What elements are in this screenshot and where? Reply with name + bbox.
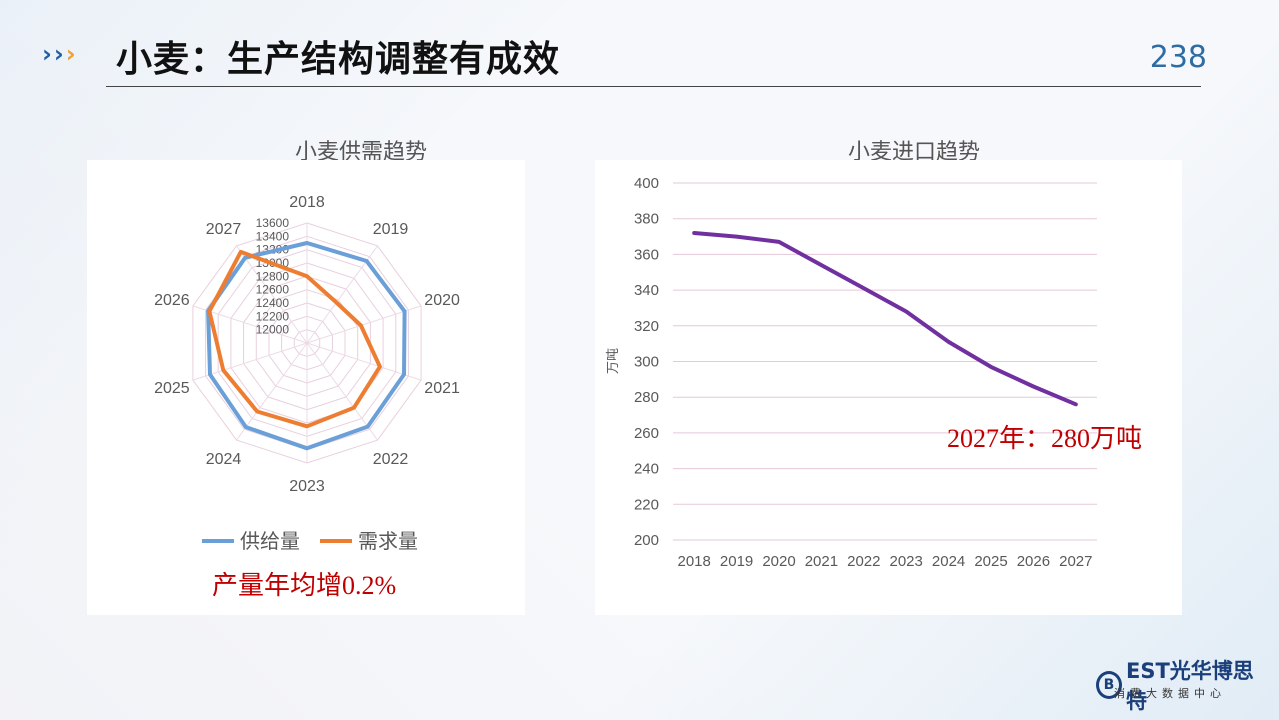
radar-category-label: 2021 (424, 380, 460, 397)
radar-chart-panel: 12000 12200 12400 12600 12800 13000 13200 13400… (87, 160, 525, 615)
logo-e-icon: B (1096, 671, 1122, 699)
logo-subtitle: 消费大数据中心 (1114, 687, 1226, 700)
radar-spoke (192, 305, 308, 344)
page-number: 238 (1149, 40, 1207, 75)
y-tick-label: 280 (634, 389, 659, 406)
legend-label: 供给量 (240, 530, 300, 553)
header-divider (106, 86, 1201, 87)
radar-category-label: 2027 (206, 221, 242, 238)
radar-chart: 1200012200124001260012800130001320013400… (154, 194, 460, 553)
y-tick-label: 400 (634, 175, 659, 192)
y-axis-label: 万吨 (605, 348, 620, 374)
radar-tick-label: 13600 (256, 216, 290, 230)
x-tick-label: 2018 (678, 553, 711, 570)
radar-spoke (306, 305, 422, 344)
y-tick-label: 200 (634, 532, 659, 549)
line-chart-panel: 200 220 240 260 280 300 320 340 360 380 400 2018 201… (595, 160, 1182, 615)
slide-header: › › › 小麦：生产结构调整有成效 238 (0, 0, 1279, 92)
x-tick-label: 2022 (847, 553, 880, 570)
chevron-right-icon: › (65, 40, 76, 68)
y-tick-label: 380 (634, 211, 659, 228)
x-tick-label: 2027 (1059, 553, 1092, 570)
page-title: 小麦：生产结构调整有成效 (116, 39, 561, 80)
x-tick-label: 2019 (720, 553, 753, 570)
legend-label: 需求量 (358, 530, 418, 553)
y-tick-label: 260 (634, 425, 659, 442)
radar-tick-label: 12800 (256, 269, 290, 283)
x-tick-label: 2023 (890, 553, 923, 570)
import-series-line (692, 231, 1078, 407)
chevron-right-icon: › (53, 40, 64, 68)
x-tick-label: 2026 (1017, 553, 1050, 570)
x-tick-label: 2025 (974, 553, 1007, 570)
radar-tick-label: 13400 (256, 229, 290, 243)
logo-text: EST光华博思特 (1125, 659, 1254, 713)
y-tick-label: 300 (634, 354, 659, 371)
radar-category-label: 2023 (289, 478, 325, 495)
radar-category-label: 2022 (373, 451, 409, 468)
y-tick-label: 340 (634, 282, 659, 299)
y-tick-label: 220 (634, 496, 659, 513)
x-tick-label: 2021 (805, 553, 838, 570)
y-tick-label: 360 (634, 246, 659, 263)
logo-mark: B EST光华博思特 (1096, 655, 1261, 715)
x-tick-label: 2020 (762, 553, 795, 570)
radar-series-demand (207, 249, 382, 429)
radar-tick-label: 12400 (256, 296, 290, 310)
import-2027-note: 2027年：280万吨 (947, 424, 1143, 453)
chevron-right-icon: › (42, 40, 52, 68)
radar-category-label: 2020 (424, 292, 460, 309)
radar-category-label: 2018 (289, 194, 325, 211)
y-tick-label: 320 (634, 318, 659, 335)
radar-category-label: 2019 (373, 221, 409, 238)
radar-category-label: 2026 (154, 292, 190, 309)
radar-tick-label: 12600 (256, 283, 290, 297)
radar-spoke (306, 342, 378, 441)
radar-tick-label: 12200 (256, 309, 290, 323)
radar-tick-label: 12000 (256, 323, 290, 337)
radar-category-label: 2025 (154, 380, 190, 397)
x-tick-label: 2024 (932, 553, 965, 570)
import-line-chart: 200 220 240 260 280 300 320 340 360 380 400 2018 201… (605, 175, 1097, 570)
chevron-arrows-icon: › › › (42, 40, 76, 68)
production-growth-note: 产量年均增0.2% (212, 571, 397, 600)
radar-spoke (236, 245, 308, 344)
company-logo: B EST光华博思特 消费大数据中心 (1096, 655, 1261, 713)
radar-series-supply (206, 241, 407, 451)
radar-spoke (236, 342, 308, 441)
y-tick-label: 240 (634, 461, 659, 478)
radar-category-label: 2024 (206, 451, 242, 468)
